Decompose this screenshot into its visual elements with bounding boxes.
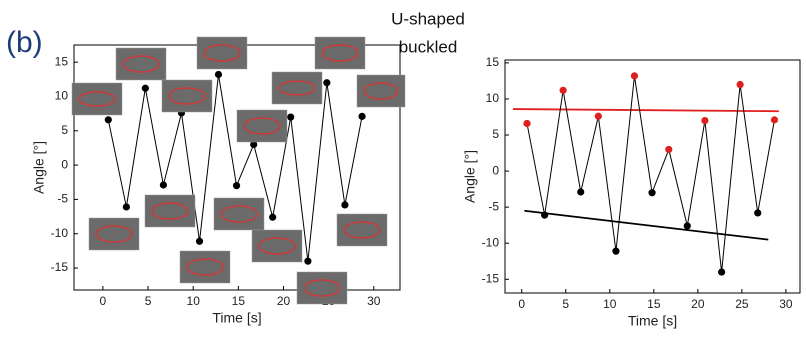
thumbnail bbox=[196, 36, 248, 70]
y-tick-label: 15 bbox=[55, 54, 69, 68]
thumbnail bbox=[314, 36, 366, 70]
thumbnail bbox=[236, 109, 288, 143]
data-point bbox=[287, 113, 295, 121]
thumbnail bbox=[336, 213, 388, 247]
data-point bbox=[754, 209, 762, 217]
data-point bbox=[630, 72, 639, 80]
x-tick-label: 20 bbox=[277, 294, 291, 308]
data-point bbox=[358, 112, 366, 120]
y-tick-label: 5 bbox=[61, 123, 68, 137]
x-tick-label: 10 bbox=[603, 297, 617, 311]
y-tick-label: 5 bbox=[492, 127, 499, 141]
y-tick-label: 0 bbox=[61, 157, 68, 171]
thumbnail bbox=[71, 82, 123, 116]
thumbnails bbox=[71, 36, 406, 305]
data-point bbox=[770, 116, 779, 124]
data-point bbox=[541, 211, 549, 219]
y-axis-title: Angle [°] bbox=[462, 150, 478, 203]
y-tick-label: -10 bbox=[482, 235, 500, 249]
thumbnail bbox=[251, 229, 303, 263]
data-point bbox=[269, 213, 277, 221]
data-point bbox=[648, 189, 656, 197]
fit-line bbox=[524, 209, 769, 241]
data-point bbox=[323, 79, 331, 87]
y-tick-label: -5 bbox=[57, 192, 68, 206]
x-axis-title: Time [s] bbox=[628, 313, 677, 329]
x-axis-title: Time [s] bbox=[212, 310, 261, 326]
plot-frame bbox=[504, 59, 801, 294]
data-point bbox=[104, 116, 112, 124]
y-tick-label: -15 bbox=[482, 271, 500, 285]
y-axis-title: Angle [°] bbox=[31, 141, 47, 194]
thumbnail bbox=[356, 74, 406, 108]
data-point bbox=[214, 70, 223, 79]
data-line bbox=[526, 75, 775, 273]
y-tick-label: -15 bbox=[51, 260, 69, 274]
data-point bbox=[250, 140, 258, 149]
data-point bbox=[159, 181, 168, 189]
thumbnail bbox=[88, 217, 140, 251]
data-point bbox=[232, 182, 241, 190]
data-point bbox=[594, 112, 602, 120]
y-tick-label: -10 bbox=[51, 226, 69, 240]
y-tick-label: 15 bbox=[486, 55, 500, 69]
data-point bbox=[122, 203, 130, 211]
x-tick-label: 15 bbox=[647, 297, 661, 311]
x-tick-label: 25 bbox=[735, 297, 749, 311]
x-tick-label: 15 bbox=[232, 294, 246, 308]
x-tick-label: 10 bbox=[187, 294, 201, 308]
data-point bbox=[141, 84, 149, 92]
data-point bbox=[683, 222, 691, 230]
data-point bbox=[718, 268, 726, 276]
annotation: U-shaped bbox=[391, 9, 465, 28]
x-tick-label: 0 bbox=[100, 294, 107, 308]
data-point bbox=[612, 247, 620, 255]
thumbnail bbox=[144, 194, 196, 228]
thumbnail bbox=[296, 271, 348, 305]
x-tick-label: 5 bbox=[145, 294, 152, 308]
y-tick-label: 10 bbox=[55, 89, 69, 103]
data-point bbox=[304, 257, 312, 265]
x-tick-label: 5 bbox=[562, 297, 569, 311]
data-point bbox=[665, 145, 673, 154]
y-tick-label: 0 bbox=[492, 163, 499, 177]
thumbnail bbox=[271, 71, 323, 105]
y-tick-label: 10 bbox=[486, 91, 500, 105]
y-tick-label: -5 bbox=[488, 199, 499, 213]
annotation: buckled bbox=[399, 37, 458, 56]
thumbnail bbox=[179, 250, 231, 284]
data-point bbox=[523, 119, 531, 128]
data-line bbox=[107, 74, 363, 262]
x-tick-label: 30 bbox=[367, 294, 381, 308]
thumbnail bbox=[115, 47, 167, 81]
x-tick-label: 0 bbox=[518, 297, 525, 311]
plot-frame bbox=[73, 44, 401, 291]
fit-line bbox=[512, 108, 779, 113]
panel-label: (b) bbox=[6, 26, 43, 59]
data-point bbox=[559, 86, 567, 94]
data-point bbox=[195, 237, 204, 245]
data-point bbox=[701, 116, 709, 125]
thumbnail bbox=[161, 79, 213, 113]
data-point bbox=[736, 80, 744, 89]
data-point bbox=[577, 188, 585, 196]
x-tick-label: 20 bbox=[691, 297, 705, 311]
plots: 0 5 10 15 20 25 30 -15 -10 -5 0 5 10 15 Time [s] Angle … bbox=[31, 44, 801, 329]
thumbnail bbox=[213, 197, 265, 231]
data-point bbox=[341, 201, 349, 209]
x-tick-label: 30 bbox=[779, 297, 793, 311]
